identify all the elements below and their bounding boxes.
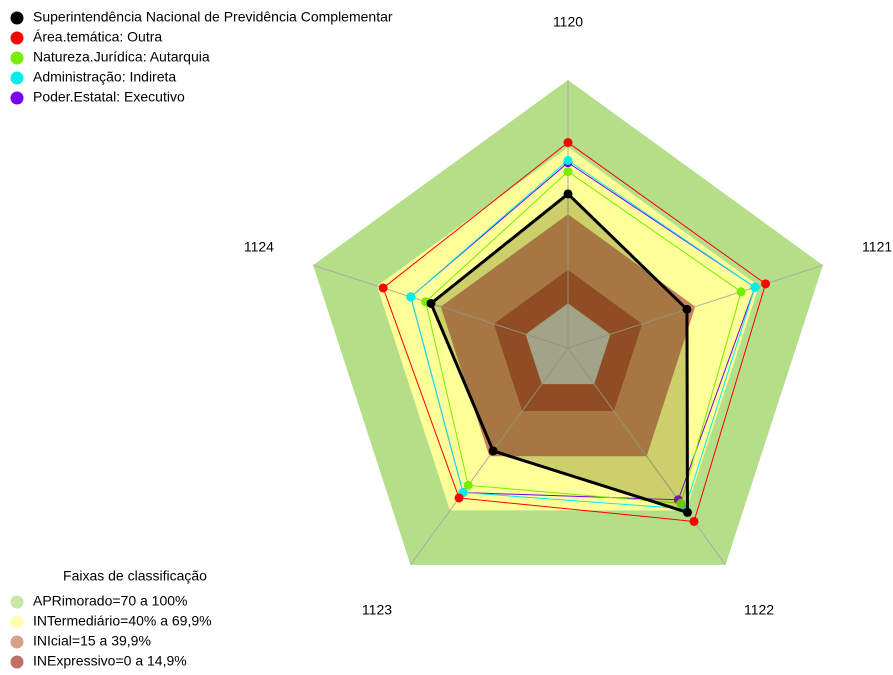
marker (689, 516, 699, 526)
series-line (429, 191, 689, 515)
band-legend-marker (10, 635, 24, 649)
legend-label: Superintendência Nacional de Previdência… (33, 9, 393, 25)
marker (563, 138, 573, 148)
marker (676, 498, 686, 508)
axis-label: 1124 (244, 238, 274, 254)
legend-marker (10, 31, 24, 45)
legend-marker (10, 11, 24, 25)
band-legend-label: INIcial=15 a 39,9% (33, 633, 151, 649)
legend-label: Área.temática: Outra (33, 29, 162, 45)
band-legend-marker (10, 615, 24, 629)
series-line (382, 141, 767, 522)
marker (454, 493, 464, 503)
band-legend-label: INExpressivo=0 a 14,9% (33, 653, 187, 669)
legend-label: Administração: Indireta (33, 69, 176, 85)
band-legend-label: INTermediário=40% a 69,9% (33, 613, 212, 629)
spoke (410, 347, 569, 566)
legend-label: Poder.Estatal: Executivo (33, 89, 185, 105)
legend-marker (10, 51, 24, 65)
marker (463, 480, 473, 490)
legend-marker (10, 71, 24, 85)
marker (761, 279, 771, 289)
marker (406, 292, 416, 302)
marker (488, 446, 498, 456)
marker (682, 304, 692, 314)
band-legend-marker (10, 655, 24, 669)
band-legend-label: APRimorado=70 a 100% (33, 593, 188, 609)
axis-label: 1121 (862, 238, 892, 254)
marker (378, 283, 388, 293)
marker (563, 189, 573, 199)
axis-label: 1122 (744, 602, 774, 618)
legend-marker (10, 91, 24, 105)
band-legend-marker (10, 595, 24, 609)
axis-label: 1123 (362, 602, 392, 618)
marker (682, 507, 692, 517)
marker (750, 282, 760, 292)
legend-label: Natureza.Jurídica: Autarquia (33, 49, 210, 65)
spoke (567, 264, 824, 349)
bands-title: Faixas de classificação (63, 568, 207, 584)
marker (736, 287, 746, 297)
series-line (410, 159, 756, 510)
axis-label: 1120 (553, 14, 583, 30)
marker (563, 155, 573, 165)
series-line (425, 170, 742, 504)
marker (563, 167, 573, 177)
marker (426, 298, 436, 308)
spoke (567, 347, 726, 566)
spoke (312, 264, 569, 349)
